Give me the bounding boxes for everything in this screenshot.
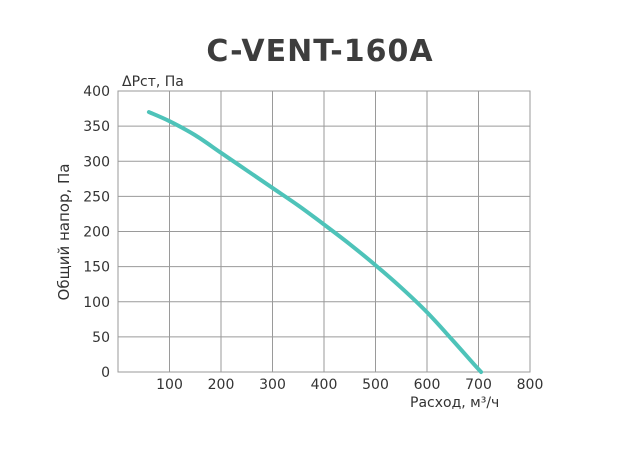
x-tick-label: 100 bbox=[156, 377, 183, 393]
y-tick-label: 350 bbox=[83, 119, 110, 135]
y-axis-unit-label: ΔPст, Па bbox=[122, 74, 184, 90]
y-tick-label: 150 bbox=[83, 260, 110, 276]
y-tick-label: 200 bbox=[83, 225, 110, 241]
y-tick-label: 300 bbox=[83, 154, 110, 170]
x-tick-label: 600 bbox=[414, 377, 441, 393]
y-tick-label: 0 bbox=[101, 365, 110, 381]
y-tick-label: 400 bbox=[83, 84, 110, 100]
x-tick-label: 700 bbox=[465, 377, 492, 393]
y-tick-label: 50 bbox=[92, 330, 110, 346]
x-tick-label: 500 bbox=[362, 377, 389, 393]
x-tick-label: 300 bbox=[259, 377, 286, 393]
x-tick-label: 200 bbox=[208, 377, 235, 393]
x-axis-label: Расход, м³/ч bbox=[410, 395, 500, 411]
y-tick-label: 100 bbox=[83, 295, 110, 311]
x-tick-label: 400 bbox=[311, 377, 338, 393]
series-line bbox=[146, 110, 484, 374]
y-tick-label: 250 bbox=[83, 189, 110, 205]
chart-title: C-VENT-160A bbox=[206, 34, 434, 69]
x-tick-label: 800 bbox=[517, 377, 544, 393]
